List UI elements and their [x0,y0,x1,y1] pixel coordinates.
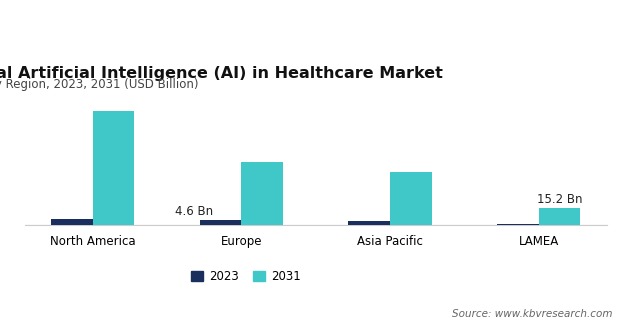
Legend: 2023, 2031: 2023, 2031 [186,265,305,288]
Bar [497,224,539,225]
Text: 4.6 Bn: 4.6 Bn [175,205,213,218]
Text: Size, By Region, 2023, 2031 (USD Billion): Size, By Region, 2023, 2031 (USD Billion… [0,78,199,91]
Bar [390,172,431,225]
Text: 15.2 Bn: 15.2 Bn [537,193,582,206]
Bar [241,162,283,225]
Text: Global Artificial Intelligence (AI) in Healthcare Market: Global Artificial Intelligence (AI) in H… [0,66,443,81]
Bar [539,208,580,225]
Bar [51,219,93,225]
Bar [93,111,134,225]
Text: Source: www.kbvresearch.com: Source: www.kbvresearch.com [452,309,613,319]
Bar [200,220,241,225]
Bar [348,221,390,225]
